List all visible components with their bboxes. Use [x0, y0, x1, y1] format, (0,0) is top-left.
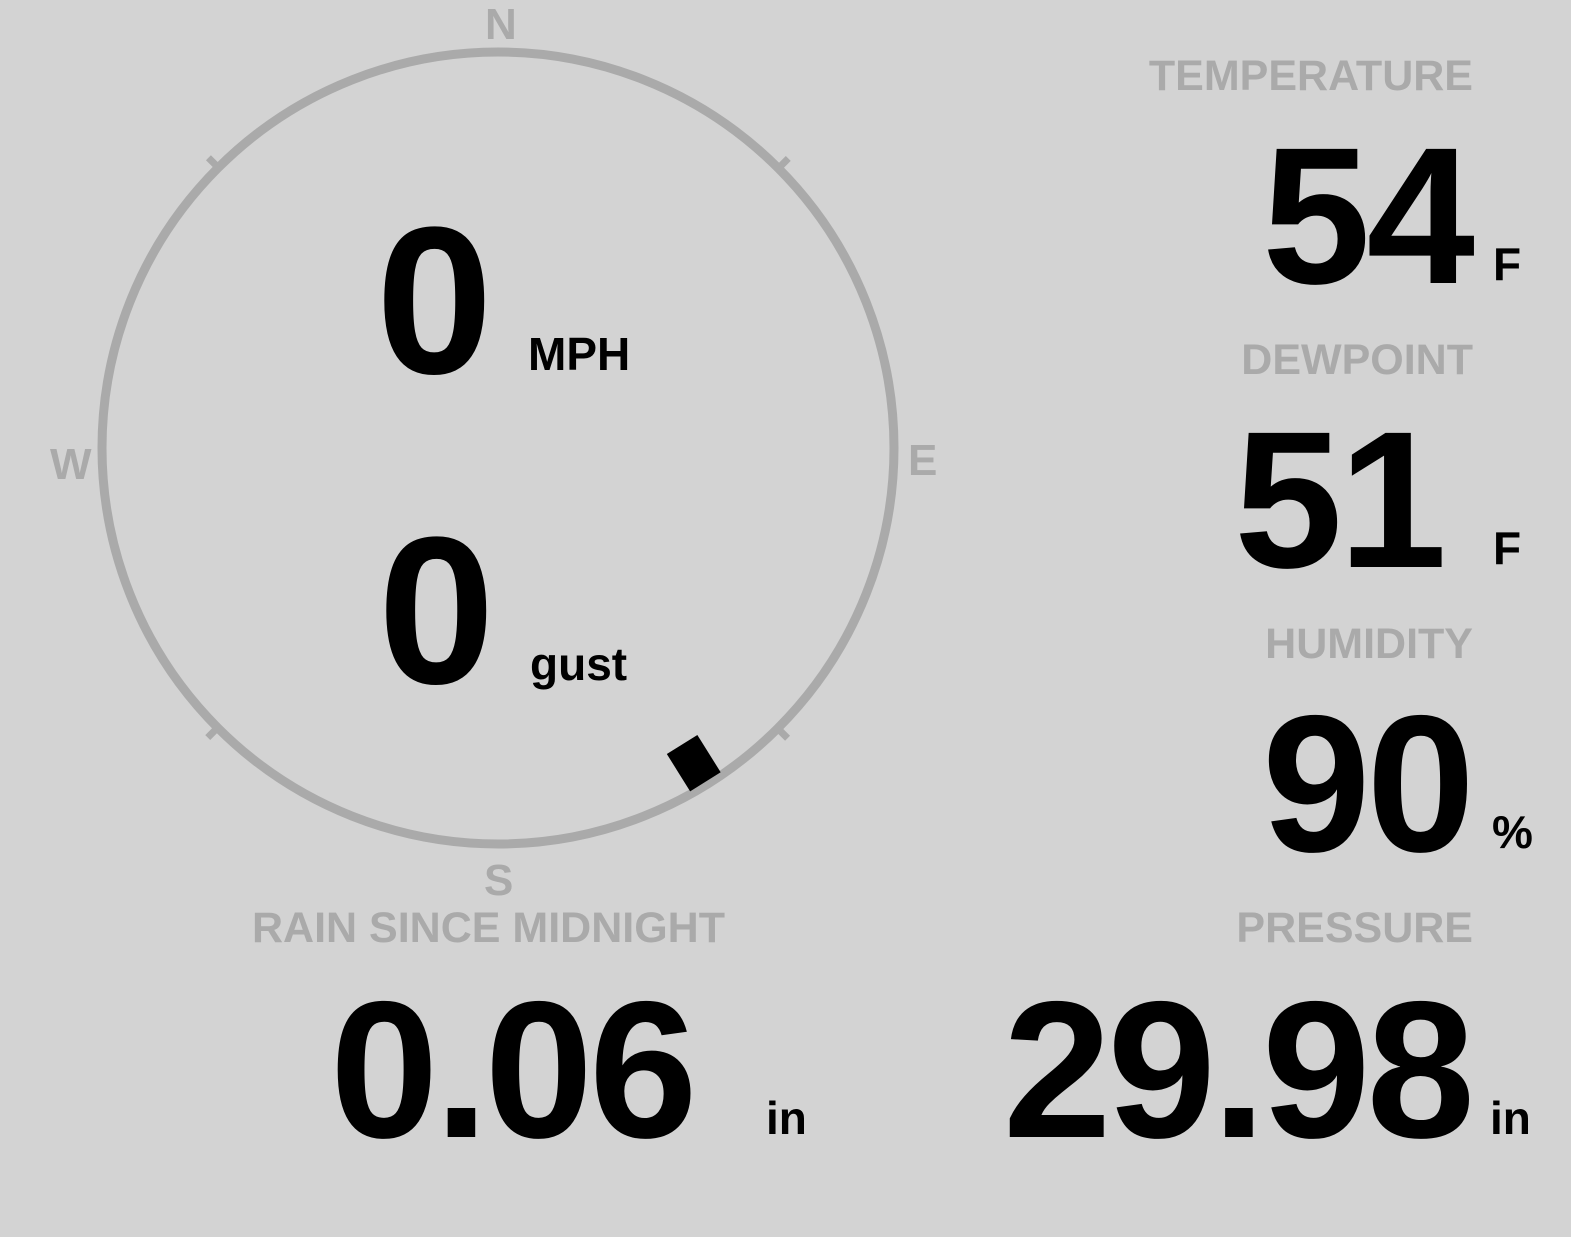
compass-ring: [97, 47, 899, 849]
wind-speed-unit: MPH: [528, 328, 631, 380]
wind-speed-value: 0: [376, 183, 493, 418]
dewpoint-label: DEWPOINT: [1241, 336, 1473, 384]
wind-compass: [97, 47, 899, 849]
temperature-unit: F: [1493, 238, 1522, 290]
compass-north-label: N: [485, 0, 517, 49]
humidity-unit: %: [1492, 806, 1533, 858]
humidity-label: HUMIDITY: [1265, 620, 1473, 668]
wind-gust-unit: gust: [530, 638, 628, 690]
compass-west-label: W: [50, 440, 92, 489]
rain-value: 0.06: [330, 961, 698, 1179]
compass-south-label: S: [484, 856, 514, 905]
compass-tick: [775, 725, 791, 741]
compass-tick: [205, 725, 221, 741]
pressure-value: 29.98: [1003, 961, 1475, 1179]
pressure-label: PRESSURE: [1236, 904, 1473, 952]
humidity-value: 90: [1262, 675, 1475, 893]
wind-direction-indicator: [666, 734, 721, 792]
rain-label: RAIN SINCE MIDNIGHT: [252, 904, 725, 952]
compass-tick: [775, 155, 791, 171]
pressure-unit: in: [1490, 1092, 1531, 1144]
compass-east-label: E: [908, 436, 938, 485]
temperature-value: 54: [1262, 107, 1475, 325]
rain-unit: in: [766, 1092, 807, 1144]
wind-gust-value: 0: [378, 493, 495, 728]
dewpoint-unit: F: [1493, 522, 1522, 574]
compass-tick: [205, 155, 221, 171]
dewpoint-value: 51: [1234, 391, 1447, 609]
compass-ticks: [205, 155, 791, 741]
temperature-label: TEMPERATURE: [1148, 52, 1473, 100]
